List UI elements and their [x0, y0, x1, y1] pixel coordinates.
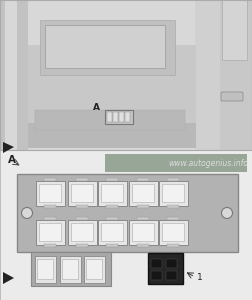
- Bar: [151, 271, 162, 280]
- Bar: [0, 0, 252, 150]
- Bar: [44, 205, 56, 208]
- Text: www.autogenius.info: www.autogenius.info: [168, 158, 248, 167]
- FancyBboxPatch shape: [221, 92, 243, 101]
- Text: 1: 1: [197, 274, 203, 283]
- Bar: [44, 178, 56, 181]
- FancyBboxPatch shape: [83, 256, 105, 283]
- FancyBboxPatch shape: [36, 181, 65, 206]
- FancyBboxPatch shape: [36, 220, 65, 244]
- FancyBboxPatch shape: [129, 181, 158, 206]
- Bar: [106, 244, 118, 247]
- Bar: [44, 217, 56, 220]
- Bar: [76, 217, 88, 220]
- Bar: [167, 217, 179, 220]
- Text: A: A: [93, 103, 100, 112]
- Bar: [195, 0, 252, 150]
- Bar: [137, 217, 149, 220]
- Bar: [151, 259, 162, 268]
- Bar: [37, 259, 53, 279]
- Bar: [119, 112, 124, 122]
- Bar: [76, 178, 88, 181]
- FancyBboxPatch shape: [147, 253, 182, 284]
- FancyBboxPatch shape: [16, 173, 237, 251]
- Bar: [106, 217, 118, 220]
- Bar: [107, 112, 112, 122]
- FancyBboxPatch shape: [68, 220, 97, 244]
- FancyBboxPatch shape: [159, 220, 187, 244]
- FancyBboxPatch shape: [59, 256, 80, 283]
- Bar: [35, 110, 185, 130]
- Bar: [167, 205, 179, 208]
- Circle shape: [21, 208, 33, 218]
- Bar: [222, 0, 247, 60]
- Bar: [105, 154, 247, 172]
- Bar: [113, 112, 118, 122]
- Bar: [106, 178, 118, 181]
- Bar: [71, 223, 93, 241]
- Bar: [0, 150, 252, 300]
- Bar: [0, 0, 252, 150]
- FancyBboxPatch shape: [35, 256, 55, 283]
- Bar: [137, 205, 149, 208]
- Bar: [137, 178, 149, 181]
- Bar: [166, 259, 177, 268]
- Bar: [45, 25, 165, 68]
- Polygon shape: [3, 272, 14, 284]
- Bar: [0, 0, 28, 150]
- Text: A: A: [8, 155, 16, 165]
- Bar: [132, 184, 154, 202]
- Bar: [125, 112, 130, 122]
- Bar: [39, 223, 61, 241]
- FancyBboxPatch shape: [129, 220, 158, 244]
- Bar: [86, 259, 102, 279]
- FancyBboxPatch shape: [68, 181, 97, 206]
- Bar: [5, 0, 17, 150]
- Bar: [101, 223, 123, 241]
- FancyBboxPatch shape: [98, 220, 127, 244]
- Bar: [28, 123, 196, 148]
- Bar: [167, 244, 179, 247]
- FancyBboxPatch shape: [98, 181, 127, 206]
- Bar: [28, 45, 196, 130]
- Bar: [167, 178, 179, 181]
- Bar: [162, 223, 184, 241]
- Bar: [166, 271, 177, 280]
- Bar: [71, 184, 93, 202]
- Circle shape: [222, 208, 233, 218]
- Bar: [106, 205, 118, 208]
- FancyBboxPatch shape: [31, 252, 111, 286]
- Bar: [39, 184, 61, 202]
- FancyBboxPatch shape: [105, 110, 133, 124]
- Bar: [220, 0, 252, 150]
- Bar: [162, 184, 184, 202]
- Bar: [76, 205, 88, 208]
- Bar: [62, 259, 78, 279]
- FancyBboxPatch shape: [40, 20, 175, 75]
- Bar: [137, 244, 149, 247]
- Bar: [0, 150, 252, 300]
- Polygon shape: [3, 142, 14, 153]
- Bar: [76, 244, 88, 247]
- Bar: [132, 223, 154, 241]
- FancyBboxPatch shape: [159, 181, 187, 206]
- Bar: [101, 184, 123, 202]
- Bar: [44, 244, 56, 247]
